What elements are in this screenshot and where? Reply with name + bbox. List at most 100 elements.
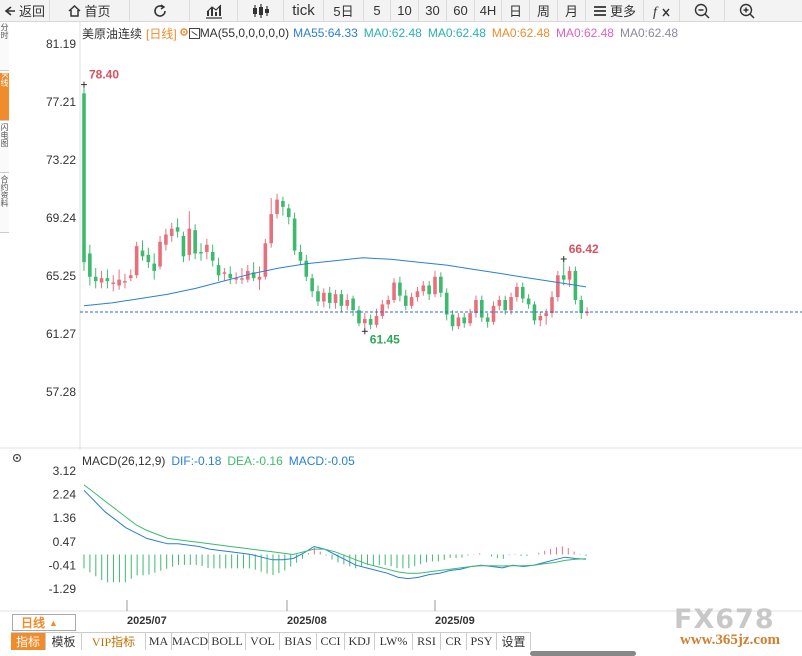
macd-tick-label: 3.12 <box>53 464 77 478</box>
settings-gear-icon[interactable] <box>179 26 189 40</box>
zoom-out-button[interactable] <box>680 0 725 21</box>
candle-body <box>193 230 197 254</box>
candle <box>363 313 367 332</box>
horizontal-scrollbar[interactable] <box>530 651 636 656</box>
candle <box>123 273 127 289</box>
side-tab-timeshare[interactable]: 分时 <box>0 23 9 71</box>
macd-tick-label: -1.29 <box>49 582 77 596</box>
candle <box>561 258 566 286</box>
period-week[interactable]: 周 <box>530 0 558 21</box>
candle-body <box>462 317 467 324</box>
ma-indicator-icon[interactable] <box>188 27 200 39</box>
extreme-label: 78.40 <box>89 68 119 82</box>
tab-template[interactable]: 模板 <box>46 633 82 650</box>
period-60[interactable]: 60 <box>447 0 475 21</box>
candle <box>520 282 525 303</box>
candle <box>444 288 449 321</box>
period-select[interactable]: 日线 ▲ <box>12 614 76 631</box>
candle-body <box>251 272 256 279</box>
candle-body <box>550 297 554 314</box>
candle-body <box>497 300 502 306</box>
candle <box>433 270 437 298</box>
candle-body <box>450 314 455 327</box>
tab-indicator[interactable]: 指标 <box>11 633 46 650</box>
tab-bias[interactable]: BIAS <box>280 633 317 650</box>
candle <box>339 289 344 312</box>
tab-rsi[interactable]: RSI <box>413 633 441 650</box>
candle <box>281 196 285 216</box>
candle-body <box>544 313 548 317</box>
period-30[interactable]: 30 <box>419 0 447 21</box>
refresh-icon <box>153 3 166 17</box>
period-10[interactable]: 10 <box>391 0 419 21</box>
ma-value-1: MA0:62.48 <box>363 26 422 40</box>
candle-body <box>468 313 472 324</box>
period-5[interactable]: 5 <box>364 0 391 21</box>
more-button[interactable]: 更多 <box>586 0 644 21</box>
candle <box>216 257 221 282</box>
candle <box>427 281 431 301</box>
menu-icon <box>593 5 606 16</box>
tab-macd[interactable]: MACD <box>172 633 209 650</box>
candle-body <box>427 285 431 295</box>
tab-cci[interactable]: CCI <box>317 633 345 650</box>
tab-kdj[interactable]: KDJ <box>345 633 375 650</box>
candle <box>532 301 537 325</box>
candle <box>403 289 408 311</box>
tab-vip-indicator[interactable]: VIP指标 <box>82 633 146 650</box>
dif-line <box>83 489 587 580</box>
tab-cr[interactable]: CR <box>441 633 467 650</box>
candle-type-button[interactable] <box>238 0 284 21</box>
zoom-in-button[interactable] <box>725 0 769 21</box>
candle-body <box>409 297 414 306</box>
period-5d[interactable]: 5日 <box>324 0 364 21</box>
candle <box>82 84 86 271</box>
candle-body <box>327 292 332 303</box>
home-button[interactable]: 首页 <box>50 0 130 21</box>
candle <box>158 235 162 270</box>
formula-button[interactable]: f <box>644 0 680 21</box>
tab-settings[interactable]: 设置 <box>497 633 531 650</box>
price-chart[interactable]: 81.19 77.21 73.22 69.24 65.25 61.27 57.28 78.40… <box>0 0 802 450</box>
candle-body <box>158 241 162 267</box>
tab-ma[interactable]: MA <box>146 633 172 650</box>
indicator-tabs: 指标 模板 VIP指标 MA MACD BOLL VOL BIAS CCI KD… <box>11 632 531 650</box>
dif-value: DIF:-0.18 <box>171 454 222 468</box>
more-label: 更多 <box>609 4 636 19</box>
candle-body <box>310 278 314 292</box>
tab-boll[interactable]: BOLL <box>209 633 246 650</box>
side-tab-kline[interactable]: K线 <box>0 73 9 121</box>
period-4h[interactable]: 4H <box>475 0 502 21</box>
side-tab-flash[interactable]: 闪电图 <box>0 123 9 173</box>
candle-body <box>421 285 426 292</box>
candlestick-icon <box>252 3 269 18</box>
home-icon <box>68 4 81 17</box>
candle <box>246 265 250 283</box>
legend-period[interactable]: [日线] <box>146 26 177 41</box>
back-arrow-icon <box>4 5 15 16</box>
period-month[interactable]: 月 <box>558 0 586 21</box>
side-tab-contract[interactable]: 合约资料 <box>0 175 9 233</box>
period-day[interactable]: 日 <box>502 0 530 21</box>
x-tick-label: 2025/09 <box>435 615 475 627</box>
candle-body <box>99 278 104 283</box>
refresh-button[interactable] <box>130 0 190 21</box>
candle-body <box>222 272 227 274</box>
tab-psy[interactable]: PSY <box>467 633 497 650</box>
candle-body <box>345 300 350 306</box>
candle <box>386 295 390 309</box>
svg-text:f: f <box>653 5 659 19</box>
candle <box>392 278 396 303</box>
tab-vol[interactable]: VOL <box>246 633 280 650</box>
candle-body <box>433 276 437 295</box>
candle <box>345 294 350 311</box>
tick-button[interactable]: tick <box>284 0 324 21</box>
candle <box>181 231 186 263</box>
back-button[interactable]: 返回 <box>0 0 50 21</box>
candle-body <box>485 317 490 322</box>
tab-lw[interactable]: LW% <box>375 633 413 650</box>
candle <box>199 243 203 261</box>
candle <box>579 295 584 319</box>
chart-type-button[interactable] <box>190 0 238 21</box>
candle <box>251 262 256 282</box>
